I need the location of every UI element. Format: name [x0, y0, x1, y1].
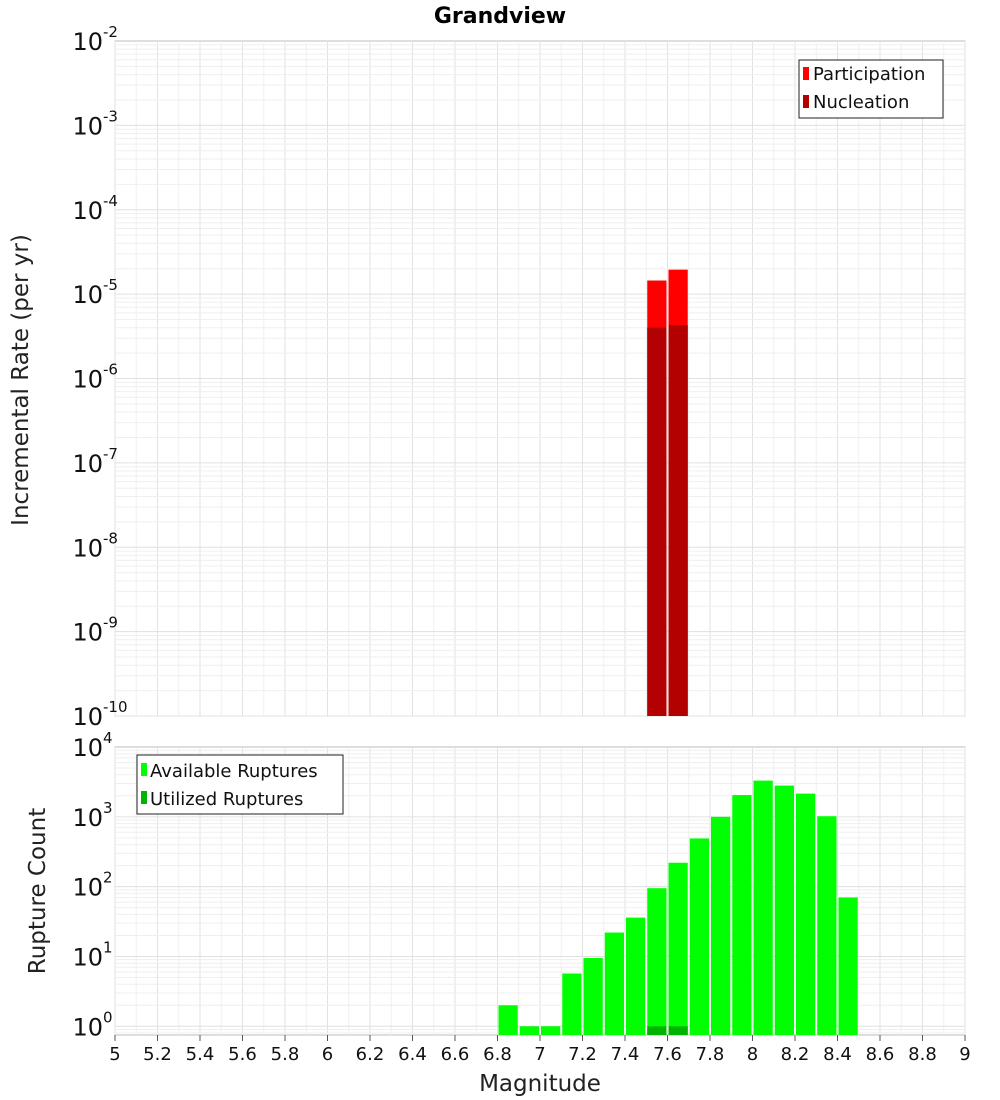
available-legend-label: Available Ruptures [150, 761, 318, 782]
y-tick-exponent: -10 [103, 698, 128, 716]
x-tick-label: 5.8 [271, 1044, 300, 1065]
x-tick-label: 7.6 [653, 1044, 682, 1065]
y-tick-label: 10 [72, 734, 103, 762]
y-tick-label: 10 [72, 874, 103, 902]
x-tick-label: 5.2 [143, 1044, 172, 1065]
x-tick-label: 8.8 [908, 1044, 937, 1065]
y-tick-exponent: 2 [103, 869, 113, 887]
y-tick-exponent: -4 [103, 192, 118, 210]
y-tick-label: 10 [72, 281, 103, 309]
count-bar-s1-15 [817, 816, 837, 1035]
x-tick-label: 8 [747, 1044, 758, 1065]
rate-legend[interactable]: Participation Nucleation [798, 59, 944, 119]
count-bar-s1-9 [689, 838, 709, 1035]
count-bar-s1-16 [838, 897, 858, 1035]
y-tick-label: 10 [72, 804, 103, 832]
rate-bar-s2-0 [647, 327, 667, 716]
magnitude-x-ticks: 5 5.2 5.4 5.6 5.8 6 6.2 6.4 6.6 6.8 7 7.2 7.4 7.6 7.8 8… [109, 1035, 971, 1065]
available-legend-swatch [141, 763, 147, 776]
x-tick-label: 8.4 [823, 1044, 852, 1065]
rate-bars [647, 269, 688, 716]
count-bar-s1-1 [519, 1026, 539, 1035]
x-tick-label: 6.8 [483, 1044, 512, 1065]
count-bar-s1-14 [796, 793, 816, 1035]
utilized-legend-swatch [141, 791, 147, 804]
y-tick-label: 10 [72, 1013, 103, 1041]
rate-grid [114, 41, 966, 717]
y-tick-label: 10 [72, 703, 103, 731]
count-bar-s1-10 [711, 816, 731, 1035]
rate-legend-box [798, 59, 944, 119]
x-tick-label: 6.4 [398, 1044, 427, 1065]
y-tick-exponent: -5 [103, 276, 118, 294]
x-tick-label: 7.4 [611, 1044, 640, 1065]
y-tick-label: 10 [72, 450, 103, 478]
y-tick-label: 10 [72, 112, 103, 140]
count-bar-s1-12 [753, 780, 773, 1035]
rate-bar-s2-1 [668, 325, 688, 716]
y-tick-exponent: 4 [103, 729, 113, 747]
count-bar-s1-0 [498, 1005, 518, 1035]
y-tick-exponent: -7 [103, 445, 118, 463]
count-legend-box [136, 754, 344, 815]
count-bar-s1-6 [626, 917, 646, 1035]
x-tick-label: 5.4 [186, 1044, 215, 1065]
x-tick-label: 6.2 [356, 1044, 385, 1065]
nucleation-legend-swatch [803, 95, 809, 108]
count-bar-s1-2 [541, 1026, 561, 1035]
nucleation-legend-label: Nucleation [813, 92, 909, 113]
y-tick-exponent: -9 [103, 614, 118, 632]
count-bar-s1-3 [562, 973, 582, 1035]
count-bar-s1-8 [668, 862, 688, 1035]
magnitude-x-axis-label: Magnitude [479, 1071, 601, 1097]
count-bar-s1-13 [774, 785, 794, 1035]
x-tick-label: 7 [534, 1044, 545, 1065]
count-bar-s2-0 [647, 1026, 667, 1035]
y-tick-exponent: 0 [103, 1008, 113, 1026]
y-tick-exponent: 3 [103, 799, 113, 817]
count-legend[interactable]: Available Ruptures Utilized Ruptures [136, 754, 344, 815]
count-bar-s1-11 [732, 795, 752, 1035]
y-tick-label: 10 [72, 28, 103, 56]
x-tick-label: 5.6 [228, 1044, 257, 1065]
x-tick-label: 5 [109, 1044, 120, 1065]
x-tick-label: 8.2 [781, 1044, 810, 1065]
rate-y-axis-label: Incremental Rate (per yr) [8, 234, 34, 526]
x-tick-label: 7.2 [568, 1044, 597, 1065]
y-tick-label: 10 [72, 943, 103, 971]
count-bar-s1-4 [583, 958, 603, 1035]
x-tick-label: 7.8 [696, 1044, 725, 1065]
y-tick-exponent: -2 [103, 23, 118, 41]
y-tick-exponent: 1 [103, 938, 113, 956]
count-bars [498, 780, 858, 1035]
count-y-axis-label: Rupture Count [25, 808, 51, 974]
participation-legend-swatch [803, 67, 809, 80]
x-tick-label: 6.6 [441, 1044, 470, 1065]
y-tick-label: 10 [72, 619, 103, 647]
x-tick-label: 6 [322, 1044, 333, 1065]
y-tick-label: 10 [72, 534, 103, 562]
utilized-legend-label: Utilized Ruptures [150, 789, 303, 810]
y-tick-exponent: -6 [103, 361, 118, 379]
count-bar-s1-5 [604, 932, 624, 1035]
y-tick-exponent: -8 [103, 529, 118, 547]
chart-title: Grandview [434, 4, 566, 29]
x-tick-label: 9 [959, 1044, 970, 1065]
y-tick-label: 10 [72, 197, 103, 225]
x-tick-label: 8.6 [866, 1044, 895, 1065]
count-bar-s1-7 [647, 888, 667, 1035]
y-tick-exponent: -3 [103, 107, 118, 125]
y-tick-label: 10 [72, 366, 103, 394]
participation-legend-label: Participation [813, 64, 925, 85]
count-bar-s2-1 [668, 1026, 688, 1035]
